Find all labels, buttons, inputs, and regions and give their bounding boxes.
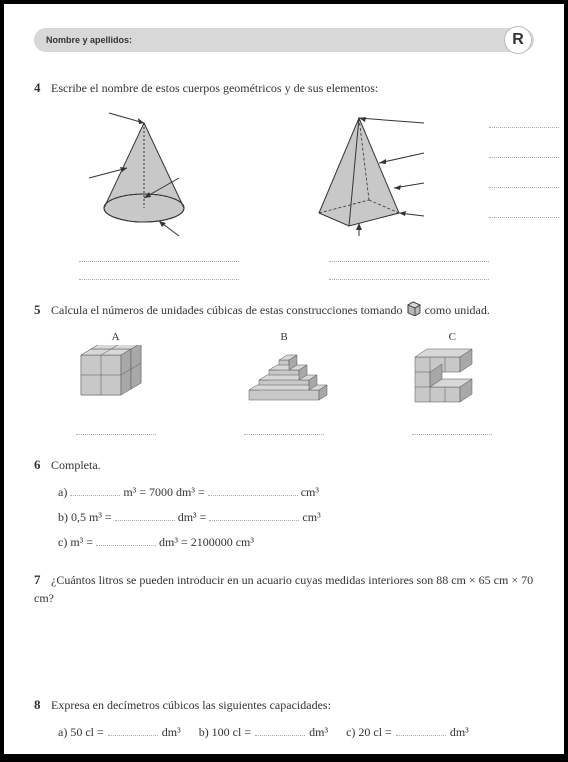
exercise-8: 8 Expresa en decímetros cúbicos las sigu… — [34, 695, 534, 740]
exercise-number: 4 — [34, 78, 48, 98]
eq-end: cm³ — [302, 510, 320, 525]
exercise-number: 7 — [34, 570, 48, 590]
exercise-prompt: 7 ¿Cuántos litros se pueden introducir e… — [34, 570, 534, 608]
worksheet-page: Nombre y apellidos: R 4 Escribe el nombr… — [4, 4, 564, 754]
exercise-number: 5 — [34, 300, 48, 320]
cube-icon — [406, 300, 422, 321]
exercise-text: Escribe el nombre de estos cuerpos geomé… — [51, 81, 378, 95]
exercise-text-end: como unidad. — [425, 303, 490, 317]
exercise-6: 6 Completa. a) m³ = 7000 dm³ = cm³ b) 0,… — [34, 455, 534, 550]
answer-blank[interactable] — [108, 726, 158, 736]
exercise-number: 8 — [34, 695, 48, 715]
construction-label: A — [71, 331, 161, 343]
answer-blank[interactable] — [208, 486, 298, 496]
construction-label: C — [407, 331, 497, 343]
equation-row: b) 0,5 m³ = dm³ = cm³ — [34, 510, 534, 525]
eq-unit: dm³ — [162, 725, 181, 740]
answer-blank[interactable] — [489, 178, 559, 188]
answer-blank[interactable] — [244, 425, 324, 435]
exercise-text: Completa. — [51, 458, 101, 472]
eq-unit: dm³ — [450, 725, 469, 740]
answer-blank[interactable] — [209, 511, 299, 521]
exercise-prompt: 8 Expresa en decímetros cúbicos las sigu… — [34, 695, 534, 715]
exercise-text: Calcula el números de unidades cúbicas d… — [51, 303, 403, 317]
answer-blank[interactable] — [489, 148, 559, 158]
equation-row: a) 50 cl = dm³ b) 100 cl = dm³ c) 20 cl … — [34, 725, 534, 740]
eq-label: a) — [58, 485, 67, 500]
answer-blank[interactable] — [329, 252, 489, 262]
equation-row: c) m³ = dm³ = 2100000 cm³ — [34, 535, 534, 550]
eq-label: b) 0,5 m³ = — [58, 510, 112, 525]
exercise-number: 6 — [34, 455, 48, 475]
construction-a: A — [71, 331, 161, 435]
eq-label: b) 100 cl = — [199, 725, 251, 740]
construction-b: B — [234, 331, 334, 435]
eq-mid: dm³ = 2100000 cm³ — [159, 535, 254, 550]
answer-blank[interactable] — [329, 270, 489, 280]
eq-mid: dm³ = — [178, 510, 207, 525]
cone-figure — [49, 108, 249, 238]
answer-blank[interactable] — [79, 270, 239, 280]
work-space[interactable] — [34, 615, 534, 675]
answer-blank[interactable] — [115, 511, 175, 521]
eq-label: c) 20 cl = — [346, 725, 392, 740]
answer-blank[interactable] — [70, 486, 120, 496]
answer-blank[interactable] — [79, 252, 239, 262]
eq-label: a) 50 cl = — [58, 725, 104, 740]
answer-blank[interactable] — [255, 726, 305, 736]
name-label: Nombre y apellidos: — [46, 35, 132, 45]
exercise-prompt: 5 Calcula el números de unidades cúbicas… — [34, 300, 534, 322]
eq-end: cm³ — [301, 485, 319, 500]
level-badge: R — [504, 26, 532, 54]
construction-label: B — [234, 331, 334, 343]
answer-blank[interactable] — [96, 536, 156, 546]
construction-c: C — [407, 331, 497, 435]
eq-mid: m³ = 7000 dm³ = — [123, 485, 204, 500]
exercise-text: ¿Cuántos litros se pueden introducir en … — [34, 573, 533, 606]
answer-blank[interactable] — [396, 726, 446, 736]
exercise-prompt: 6 Completa. — [34, 455, 534, 475]
pyramid-figure — [279, 108, 519, 238]
eq-unit: dm³ — [309, 725, 328, 740]
exercise-7: 7 ¿Cuántos litros se pueden introducir e… — [34, 570, 534, 676]
exercise-text: Expresa en decímetros cúbicos las siguie… — [51, 698, 331, 712]
answer-blank[interactable] — [489, 118, 559, 128]
answer-blank[interactable] — [489, 208, 559, 218]
exercise-4: 4 Escribe el nombre de estos cuerpos geo… — [34, 78, 534, 280]
exercise-5: 5 Calcula el números de unidades cúbicas… — [34, 300, 534, 436]
answer-blank[interactable] — [76, 425, 156, 435]
exercise-prompt: 4 Escribe el nombre de estos cuerpos geo… — [34, 78, 534, 98]
eq-label: c) m³ = — [58, 535, 93, 550]
name-header: Nombre y apellidos: R — [34, 28, 534, 52]
answer-blank[interactable] — [412, 425, 492, 435]
equation-row: a) m³ = 7000 dm³ = cm³ — [34, 485, 534, 500]
